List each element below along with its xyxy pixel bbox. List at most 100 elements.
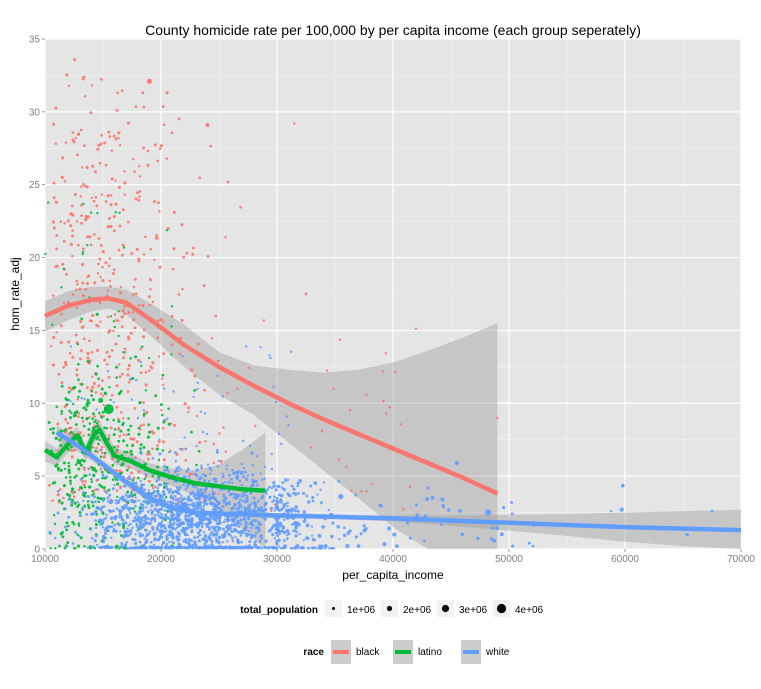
data-point (109, 315, 113, 318)
data-point (225, 547, 228, 550)
data-point (71, 229, 74, 232)
data-point (112, 320, 116, 323)
data-point (132, 476, 136, 480)
data-point (90, 536, 94, 540)
data-point (146, 435, 150, 439)
data-point (311, 499, 315, 503)
data-point (133, 538, 137, 541)
data-point (85, 386, 89, 390)
data-point (342, 533, 347, 538)
data-point (311, 537, 316, 542)
x-tick-label: 40000 (379, 554, 407, 565)
data-point (156, 524, 160, 528)
data-point (116, 445, 120, 449)
data-point (53, 536, 57, 540)
data-point (186, 467, 190, 471)
data-point (73, 501, 77, 505)
data-point (90, 351, 94, 354)
data-point (499, 532, 504, 537)
data-point (182, 255, 186, 259)
data-point (189, 498, 193, 503)
data-point (113, 523, 117, 527)
data-point (276, 534, 280, 538)
data-point (147, 479, 151, 483)
data-point (190, 529, 194, 532)
data-point (199, 476, 203, 480)
data-point (126, 428, 131, 432)
data-point (212, 527, 215, 530)
data-point (163, 482, 166, 485)
data-point (105, 513, 108, 516)
data-point (160, 508, 163, 511)
data-point (191, 547, 195, 550)
data-point (285, 529, 290, 533)
data-point (70, 455, 74, 459)
data-point (161, 547, 164, 550)
data-point (74, 136, 77, 140)
data-point (332, 387, 335, 390)
data-point (253, 502, 257, 506)
data-point (74, 547, 77, 550)
data-point (257, 506, 261, 511)
data-point (47, 201, 50, 204)
data-point (307, 547, 310, 550)
data-point (230, 478, 233, 481)
data-point (317, 533, 322, 538)
data-point (226, 524, 229, 527)
data-point (99, 522, 103, 526)
data-point (157, 477, 161, 481)
data-point (279, 499, 283, 504)
data-point (187, 514, 190, 518)
data-point (122, 417, 125, 420)
data-point (134, 292, 138, 296)
data-point (57, 372, 61, 376)
color-legend-label: white (485, 647, 510, 658)
data-point (220, 547, 223, 550)
data-point (305, 494, 309, 498)
data-point (59, 443, 63, 447)
data-point (51, 499, 54, 502)
data-point (245, 506, 249, 511)
data-point (112, 418, 115, 422)
data-point (164, 495, 168, 499)
data-point (265, 492, 268, 495)
data-point (235, 496, 238, 500)
data-point (126, 506, 130, 511)
data-point (139, 522, 143, 527)
data-point (155, 494, 158, 498)
data-point (287, 424, 290, 427)
data-point (77, 395, 80, 399)
data-point (127, 337, 131, 341)
data-point (230, 547, 233, 550)
data-point (239, 518, 243, 522)
data-point (93, 495, 97, 499)
data-point (161, 105, 165, 108)
data-point (63, 222, 66, 225)
data-point (172, 247, 176, 251)
data-point (138, 510, 142, 515)
data-point (195, 463, 198, 467)
data-point (51, 363, 55, 367)
data-point (154, 517, 157, 521)
data-point (69, 400, 72, 403)
data-point (273, 503, 276, 506)
data-point (142, 409, 146, 412)
data-point (67, 464, 71, 468)
data-point (283, 544, 287, 548)
data-point (108, 546, 112, 549)
data-point (138, 506, 142, 510)
y-tick-label: 30 (29, 107, 41, 118)
data-point (191, 246, 195, 250)
data-point (54, 106, 58, 110)
data-point (151, 361, 155, 365)
data-point (127, 466, 131, 469)
data-point (82, 434, 85, 437)
data-point (169, 547, 172, 550)
data-point (187, 475, 191, 478)
data-point (122, 351, 125, 354)
data-point (195, 515, 198, 518)
data-point (245, 345, 248, 348)
data-point (97, 325, 100, 328)
data-point (338, 493, 344, 500)
data-point (210, 531, 214, 535)
